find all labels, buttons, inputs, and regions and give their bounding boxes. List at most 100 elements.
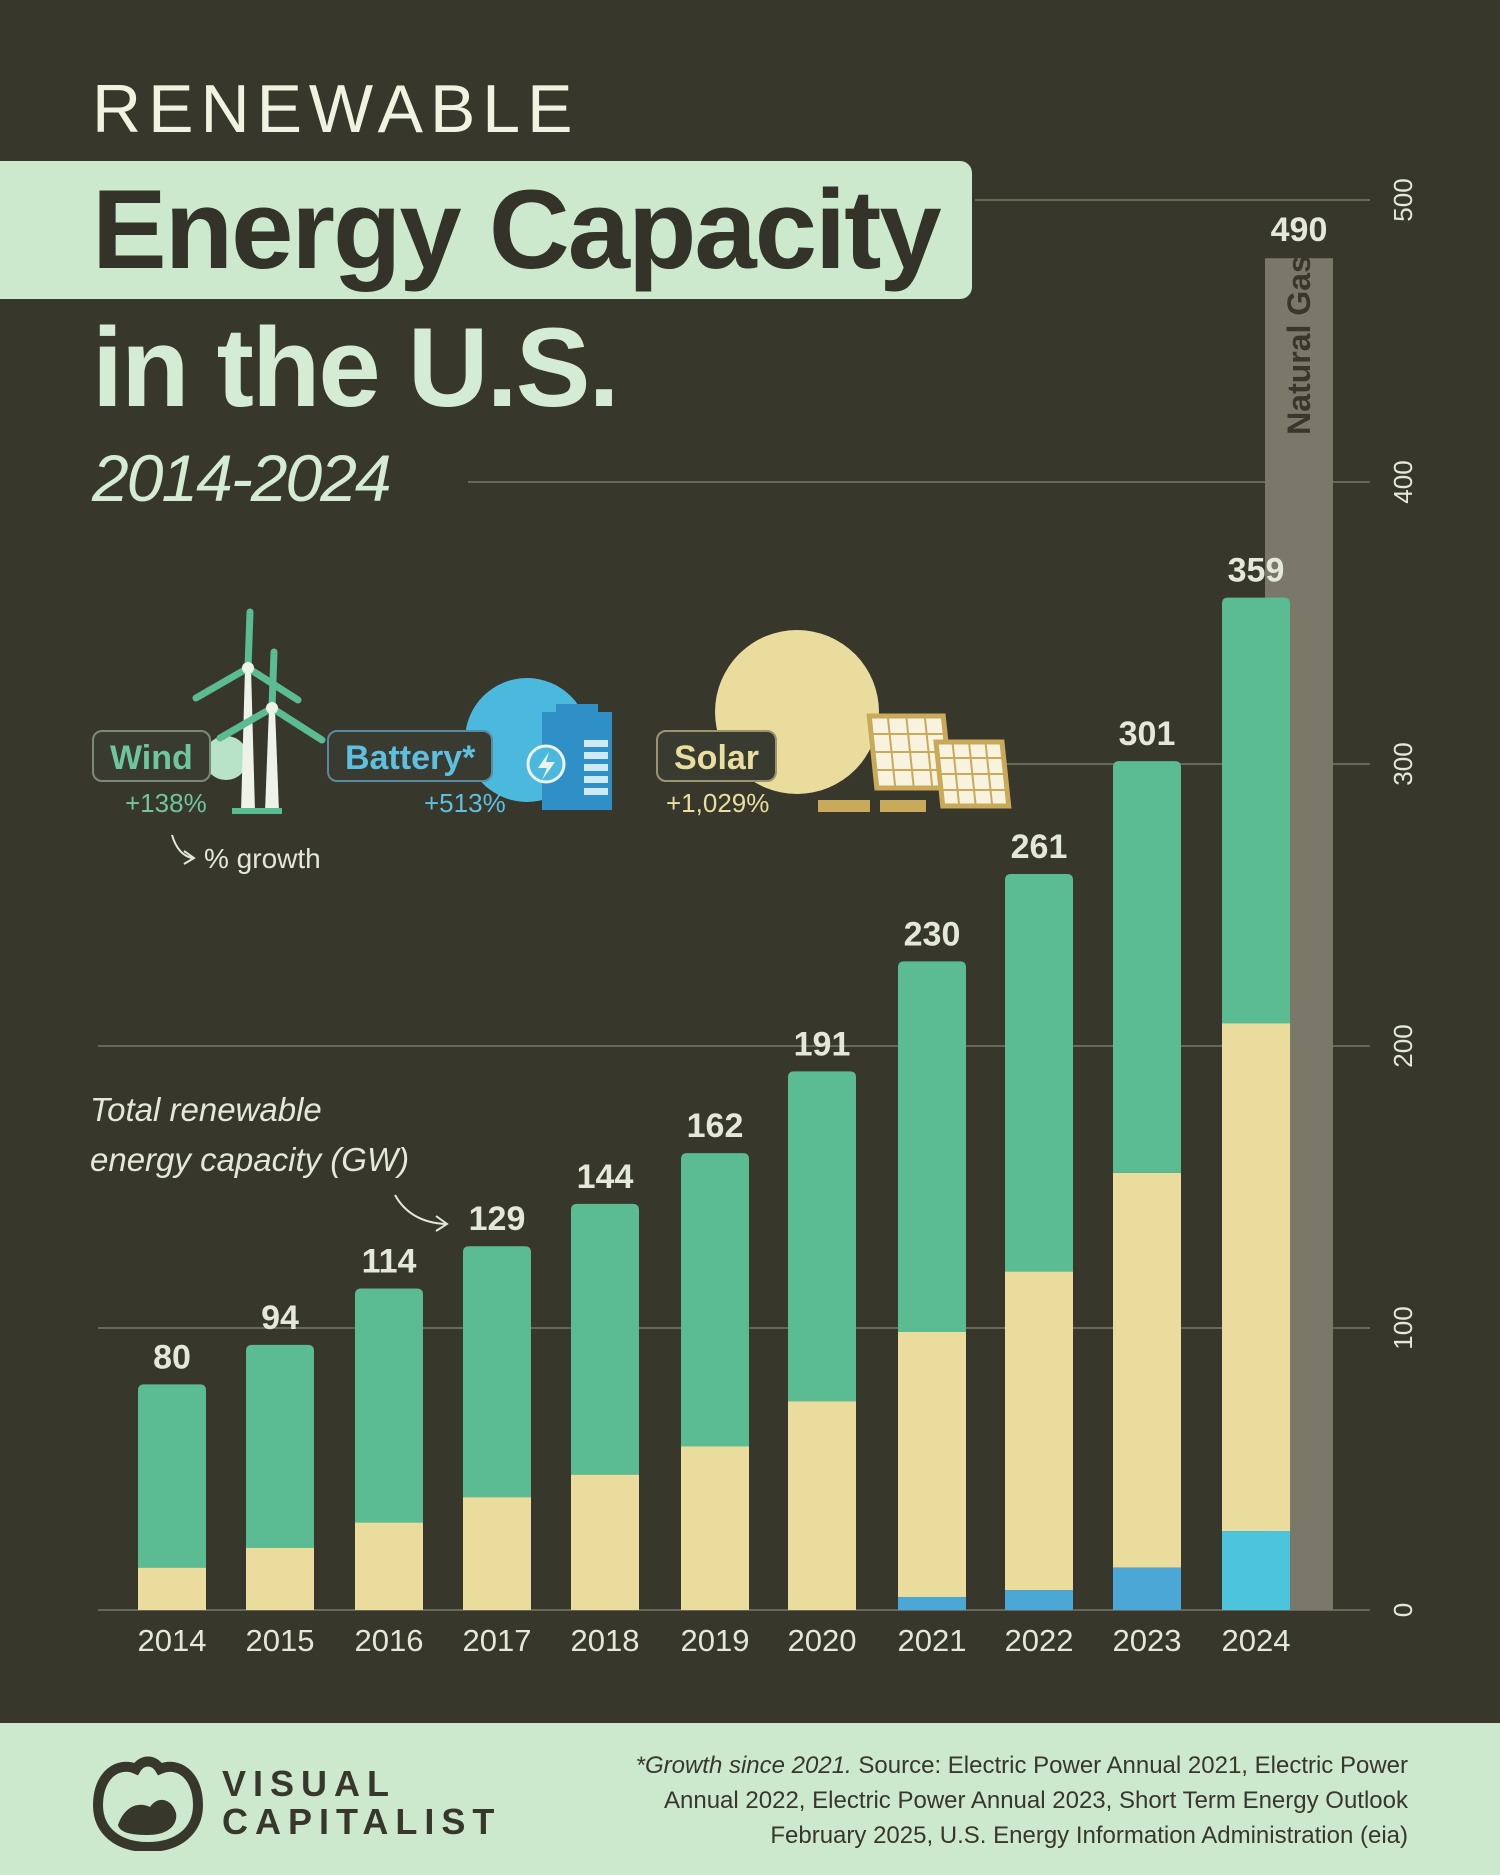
- title-eyebrow: RENEWABLE: [92, 71, 580, 147]
- title-main: Energy Capacity: [92, 167, 942, 292]
- bar-total-label-2016: 114: [362, 1243, 417, 1281]
- bar-solar-2022: [1005, 1271, 1073, 1591]
- x-tick-label-2014: 2014: [138, 1623, 207, 1658]
- solar-panel-icon: [715, 630, 1012, 812]
- bar-battery-2021: [898, 1597, 966, 1610]
- source-line2: Annual 2022, Electric Power Annual 2023,…: [664, 1787, 1408, 1814]
- growth-note: % growth: [204, 843, 321, 874]
- y-tick-label-100: 100: [1388, 1306, 1418, 1349]
- bar-wind-2021: [898, 961, 966, 1332]
- solar-stand-1: [880, 800, 926, 812]
- bar-solar-2017: [463, 1497, 531, 1610]
- bar-total-label-2021: 230: [904, 915, 961, 953]
- solar-stand-0: [818, 800, 870, 812]
- wind-turbine-disc: [204, 736, 248, 780]
- battery-cell-4: [584, 788, 608, 795]
- x-tick-label-2022: 2022: [1005, 1623, 1074, 1658]
- bar-solar-2023: [1113, 1172, 1181, 1568]
- legend-solar: Solar: [656, 730, 778, 782]
- x-tick-label-2018: 2018: [571, 1623, 640, 1658]
- x-tick-label-2021: 2021: [898, 1623, 967, 1658]
- bar-wind-2014: [138, 1384, 206, 1568]
- bar-solar-2021: [898, 1331, 966, 1598]
- x-tick-label-2024: 2024: [1222, 1623, 1291, 1658]
- bar-wind-2023: [1113, 761, 1181, 1173]
- footer: [0, 1723, 1500, 1875]
- battery-cell-0: [584, 740, 608, 747]
- wind-base: [232, 808, 282, 814]
- bar-total-label-2017: 129: [469, 1200, 526, 1238]
- battery-cell-1: [584, 752, 608, 759]
- bar-solar-2020: [788, 1401, 856, 1610]
- legend-solar-growth: +1,029%: [666, 788, 770, 818]
- growth-arrow: [171, 834, 193, 859]
- legend-wind-growth: +138%: [125, 788, 207, 818]
- total-annotation-line2: energy capacity (GW): [90, 1141, 410, 1178]
- bolt-icon: [538, 752, 555, 780]
- bar-wind-2024: [1222, 597, 1290, 1024]
- legend-wind: Wind: [92, 730, 211, 782]
- bar-battery-2024: [1222, 1531, 1290, 1610]
- wind-hub-0: [242, 662, 254, 674]
- growth-arrowhead: [183, 850, 196, 865]
- bar-solar-2019: [681, 1446, 749, 1610]
- bar-wind-2020: [788, 1071, 856, 1402]
- source-line1: Source: Electric Power Annual 2021, Elec…: [851, 1752, 1408, 1779]
- legend-battery-growth: +513%: [424, 788, 506, 818]
- bar-total-label-2024: 359: [1228, 552, 1285, 590]
- wind-tower-1: [265, 708, 279, 812]
- bar-solar-2018: [571, 1474, 639, 1610]
- source-italic: *Growth since 2021.: [635, 1752, 852, 1779]
- bar-total-label-2014: 80: [153, 1338, 191, 1376]
- brand-line2: CAPITALIST: [222, 1801, 502, 1842]
- source-line3: February 2025, U.S. Energy Information A…: [770, 1822, 1408, 1849]
- bar-total-label-2018: 144: [577, 1158, 634, 1196]
- wind-blades-1: [216, 648, 326, 744]
- title-banner: [0, 161, 972, 299]
- y-tick-label-200: 200: [1388, 1024, 1418, 1067]
- bar-solar-2015: [246, 1547, 314, 1610]
- natural-gas-label: Natural Gas: [1281, 255, 1317, 435]
- x-tick-label-2015: 2015: [246, 1623, 315, 1658]
- solar-grid-v-0-3: [923, 716, 934, 788]
- bar-wind-2018: [571, 1203, 639, 1475]
- x-tick-label-2023: 2023: [1113, 1623, 1182, 1658]
- bar-total-label-2019: 162: [687, 1107, 744, 1145]
- brand-name: VISUAL CAPITALIST: [222, 1765, 501, 1841]
- bar-solar-2024: [1222, 1023, 1290, 1532]
- legend-battery: Battery*: [327, 730, 494, 782]
- battery-icon: [465, 678, 612, 810]
- bar-battery-2022: [1005, 1590, 1073, 1610]
- bar-solar-2014: [138, 1567, 206, 1610]
- bar-wind-2017: [463, 1246, 531, 1498]
- bar-battery-2023: [1113, 1567, 1181, 1610]
- natural-gas-value: 490: [1271, 211, 1328, 249]
- bar-total-label-2020: 191: [794, 1025, 851, 1063]
- bar-wind-2015: [246, 1344, 314, 1548]
- wind-turbine-icon: [192, 608, 326, 814]
- title-sub: in the U.S.: [92, 305, 620, 430]
- x-tick-label-2016: 2016: [355, 1623, 424, 1658]
- bar-total-label-2023: 301: [1119, 715, 1176, 753]
- wind-tower-0: [241, 668, 255, 812]
- y-tick-label-0: 0: [1388, 1603, 1418, 1617]
- y-tick-label-400: 400: [1388, 460, 1418, 503]
- battery-cell-2: [584, 764, 608, 771]
- bar-total-label-2022: 261: [1011, 828, 1068, 866]
- wind-hub-1: [266, 702, 278, 714]
- title-years: 2014-2024: [92, 441, 392, 515]
- battery-cell-3: [584, 776, 608, 783]
- annotation-arrow: [394, 1194, 446, 1225]
- y-tick-label-500: 500: [1388, 178, 1418, 221]
- bar-wind-2022: [1005, 873, 1073, 1272]
- total-annotation: Total renewable energy capacity (GW): [90, 1085, 409, 1185]
- x-tick-label-2019: 2019: [681, 1623, 750, 1658]
- total-annotation-line1: Total renewable: [90, 1091, 322, 1128]
- source-note: *Growth since 2021. Source: Electric Pow…: [588, 1748, 1408, 1853]
- bar-wind-2019: [681, 1153, 749, 1447]
- y-tick-label-300: 300: [1388, 742, 1418, 785]
- brand-line1: VISUAL: [222, 1763, 397, 1804]
- bar-total-label-2015: 94: [261, 1299, 299, 1337]
